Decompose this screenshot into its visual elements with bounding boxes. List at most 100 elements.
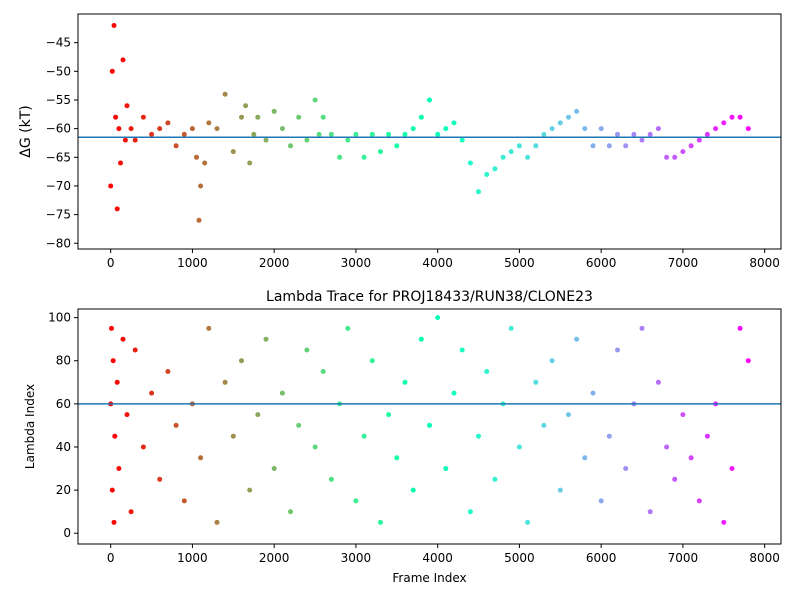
data-point (582, 455, 588, 461)
data-point (214, 126, 220, 132)
data-point (288, 509, 293, 515)
data-point (435, 131, 441, 137)
data-point (639, 137, 645, 143)
data-point (361, 154, 367, 160)
data-point (128, 126, 134, 132)
x-tick-label: 5000 (504, 256, 535, 270)
delta-g-x-ticks: 0 1000 2000 3000 4000 5000 6000 7000 8000 (107, 249, 780, 270)
y-tick-label: −65 (46, 150, 71, 164)
data-point (418, 336, 424, 342)
data-point (214, 519, 220, 525)
data-point (598, 498, 604, 504)
lambda-chart-title: Lambda Trace for PROJ18433/RUN38/CLONE23 (266, 289, 593, 305)
delta-g-points (108, 23, 751, 223)
data-point (111, 23, 117, 28)
data-point (181, 131, 187, 137)
data-point (116, 126, 122, 132)
data-point (206, 120, 212, 126)
x-tick-label: 7000 (668, 256, 699, 270)
data-point (631, 131, 637, 137)
data-point (116, 466, 122, 471)
data-point (500, 154, 506, 160)
data-point (271, 108, 277, 114)
data-point (243, 103, 249, 109)
data-point (222, 379, 228, 385)
data-point (476, 189, 481, 195)
data-point (222, 91, 228, 97)
data-point (149, 390, 155, 396)
data-point (402, 131, 408, 137)
data-point (296, 422, 302, 428)
data-point (557, 120, 563, 126)
data-point (737, 114, 743, 120)
data-point (672, 154, 678, 160)
data-point (353, 498, 359, 504)
x-tick-label: 1000 (177, 256, 208, 270)
data-point (255, 412, 261, 418)
data-point (704, 131, 710, 137)
data-point (316, 131, 322, 137)
data-point (173, 422, 179, 428)
data-point (109, 487, 115, 493)
data-point (459, 347, 465, 353)
delta-g-y-ticks: −80 −75 −70 −65 −60 −55 −50 −45 (46, 36, 78, 250)
data-point (345, 137, 351, 143)
data-point (492, 166, 498, 172)
data-point (247, 487, 253, 493)
data-point (508, 149, 514, 155)
data-point (737, 325, 743, 331)
data-point (157, 476, 163, 482)
data-point (263, 336, 269, 342)
delta-g-axes-frame (77, 13, 782, 250)
data-point (525, 154, 531, 160)
data-point (574, 108, 580, 114)
data-point (109, 68, 115, 74)
data-point (713, 126, 719, 132)
data-point (533, 143, 539, 149)
data-point (443, 466, 449, 471)
data-point (566, 412, 571, 418)
data-point (369, 358, 375, 364)
y-tick-label: −50 (46, 64, 71, 78)
data-point (459, 137, 465, 143)
x-tick-label: 8000 (749, 256, 780, 270)
data-point (615, 131, 620, 137)
data-point (108, 183, 114, 189)
data-point (606, 433, 612, 439)
y-tick-label: 100 (48, 311, 71, 325)
data-point (533, 379, 539, 385)
x-tick-label: 4000 (422, 256, 453, 270)
data-point (623, 143, 629, 149)
data-point (312, 97, 318, 103)
x-tick-label: 4000 (422, 551, 453, 565)
lambda-y-ticks: 0 20 40 60 80 100 (48, 311, 78, 540)
data-point (574, 336, 580, 342)
data-point (255, 114, 261, 120)
data-point (230, 149, 236, 155)
data-point (410, 126, 416, 132)
data-point (745, 126, 751, 132)
data-point (165, 120, 171, 126)
data-point (279, 390, 285, 396)
data-point (549, 126, 555, 132)
data-point (369, 131, 375, 137)
data-point (492, 476, 498, 482)
data-point (198, 455, 204, 461)
data-point (721, 120, 727, 126)
y-tick-label: −70 (46, 179, 71, 193)
data-point (320, 369, 326, 374)
data-point (198, 183, 204, 189)
y-tick-label: −80 (46, 236, 71, 250)
data-point (557, 487, 563, 493)
data-point (328, 476, 334, 482)
data-point (312, 444, 318, 450)
data-point (378, 149, 383, 155)
data-point (476, 433, 481, 439)
data-point (647, 131, 653, 137)
data-point (704, 433, 710, 439)
data-point (239, 114, 244, 120)
data-point (525, 519, 531, 525)
y-tick-label: 20 (56, 483, 71, 497)
lambda-x-ticks: 0 1000 2000 3000 4000 5000 6000 7000 8000 (107, 544, 780, 565)
